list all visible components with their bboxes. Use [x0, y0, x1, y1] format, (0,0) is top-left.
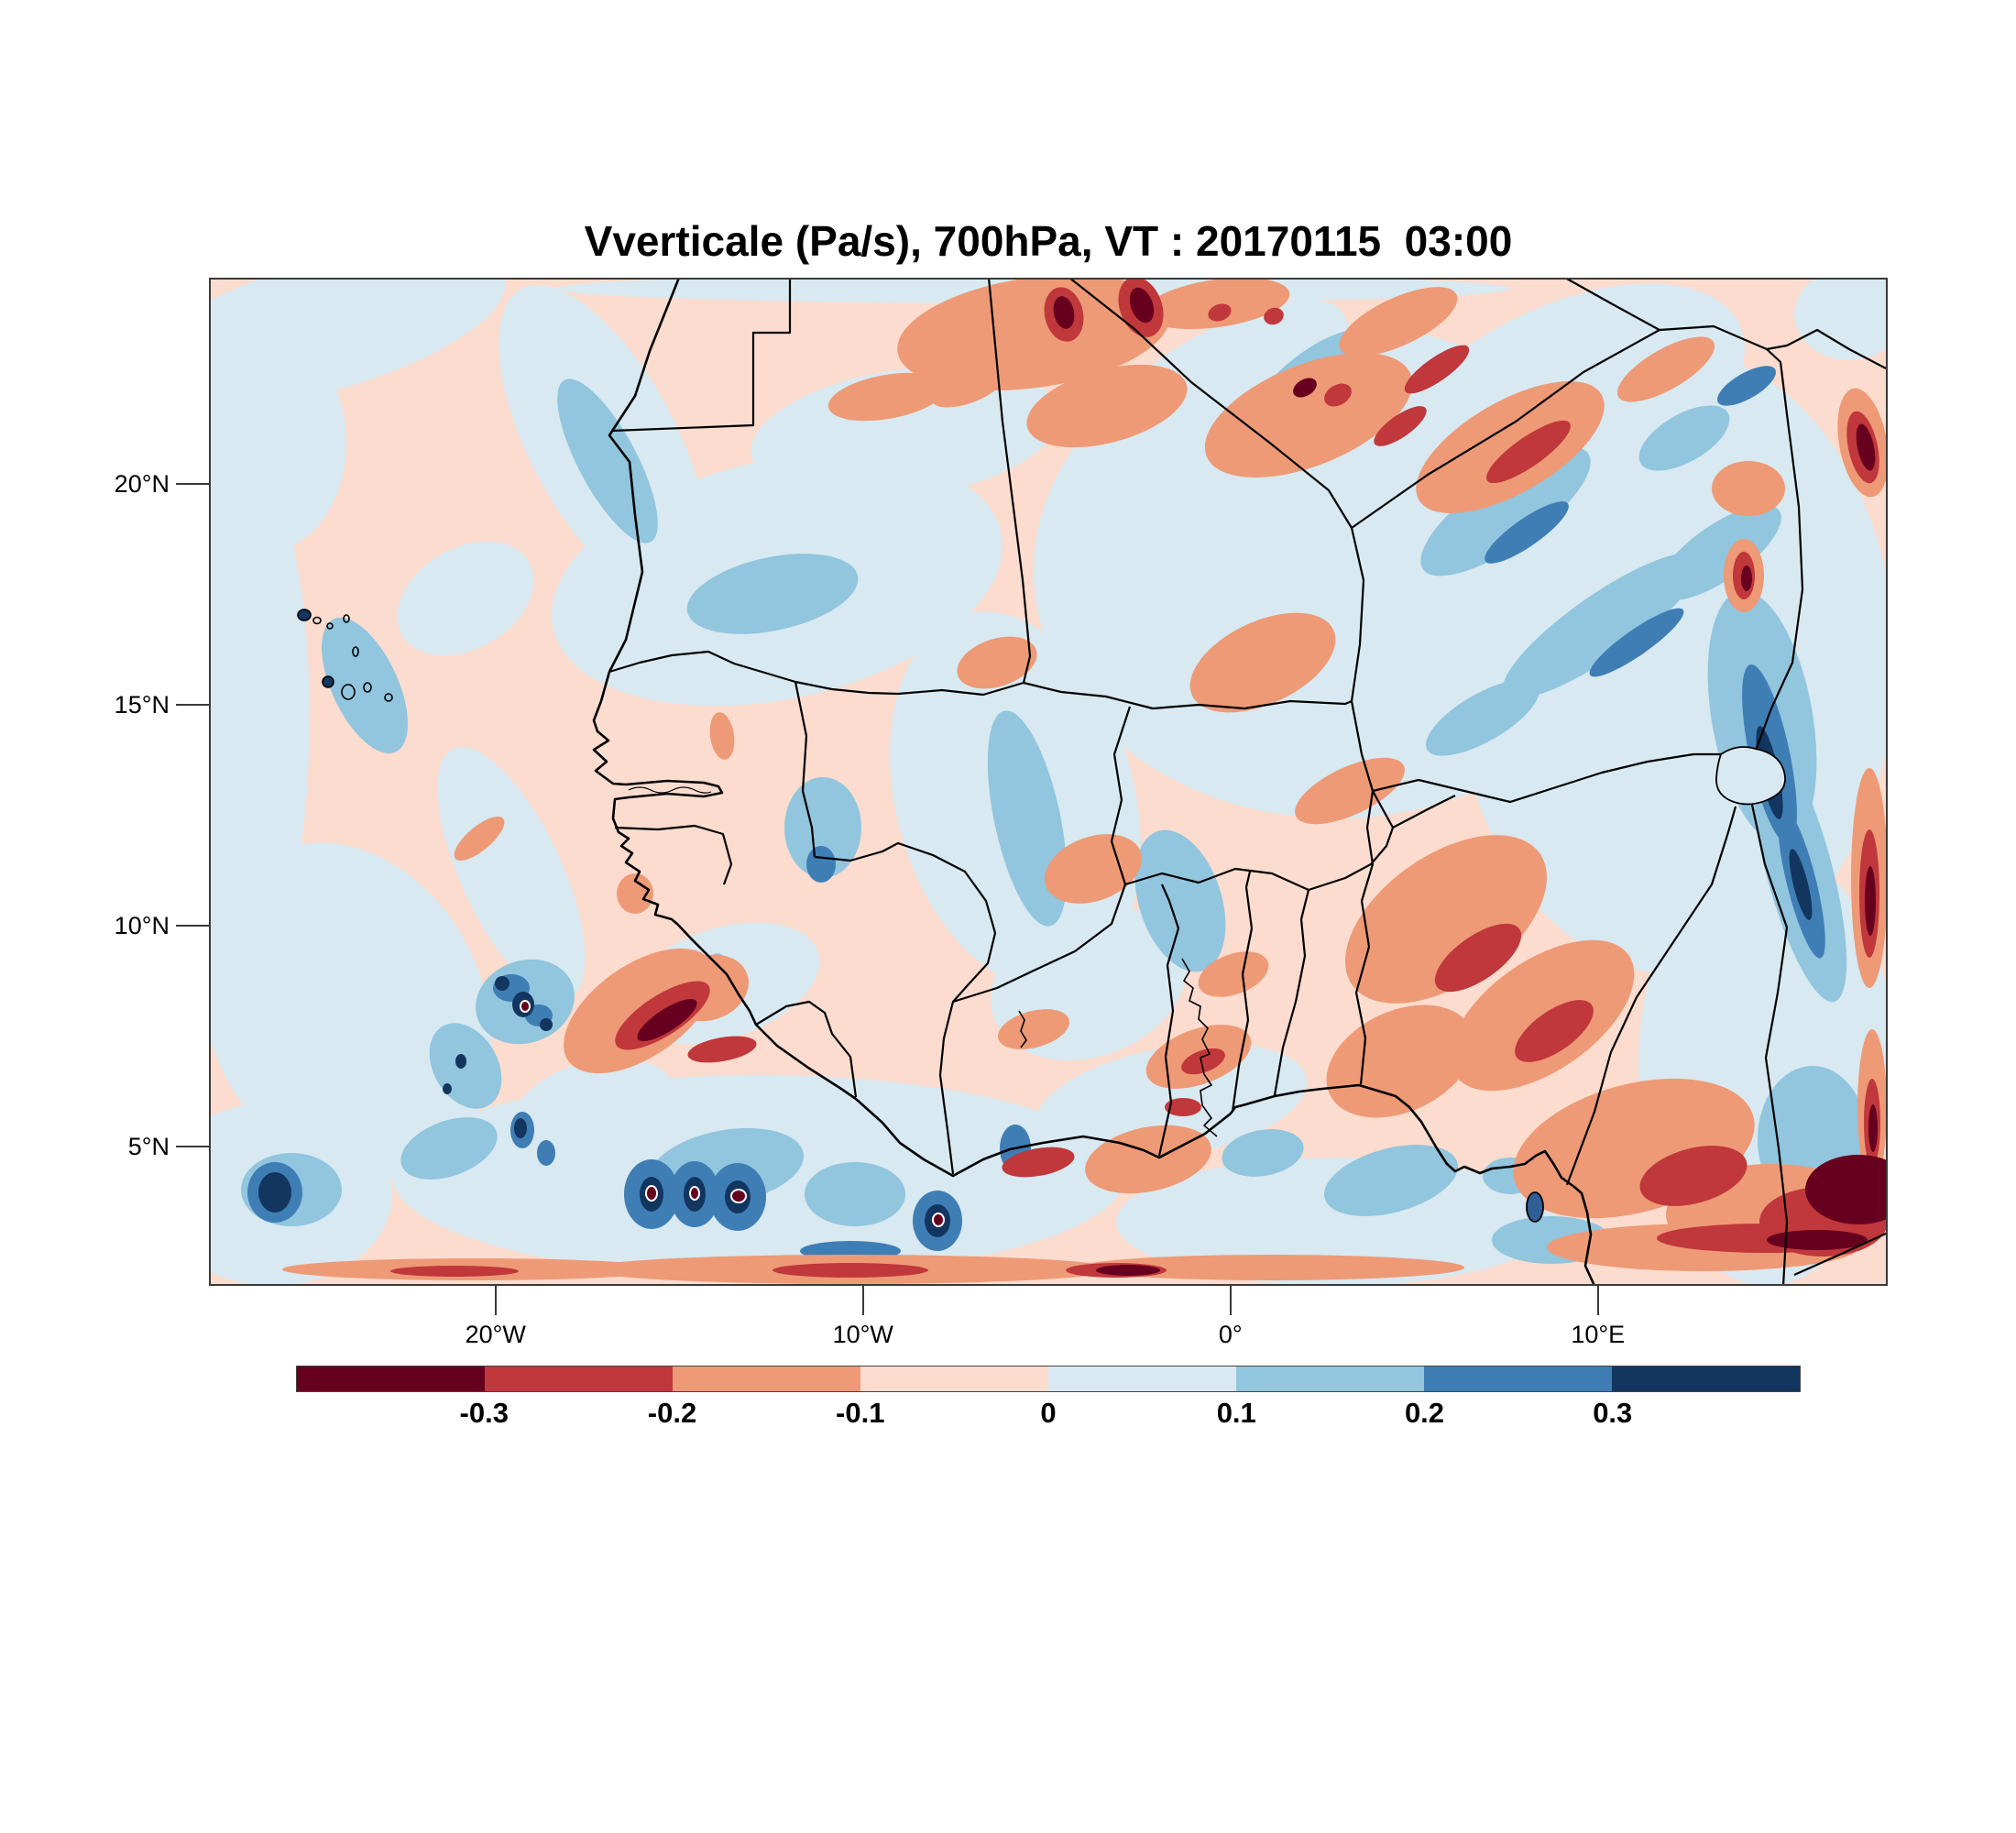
lat-tick-mark	[176, 704, 209, 706]
colorbar-segment	[673, 1367, 860, 1391]
colorbar-segment	[485, 1367, 673, 1391]
colorbar-tick-label: 0.1	[1216, 1397, 1256, 1429]
lon-tick-mark	[1229, 1286, 1232, 1315]
colorbar-tick-label: 0.2	[1404, 1397, 1445, 1429]
colorbar-segment	[1048, 1367, 1236, 1391]
cape-verde-islands	[297, 609, 393, 702]
lon-tick-label: 0°	[1218, 1321, 1243, 1348]
colorbar-segment	[1236, 1367, 1424, 1391]
map-frame	[209, 278, 1888, 1286]
lat-tick-label: 10°N	[114, 912, 170, 939]
lon-tick-label: 20°W	[465, 1321, 526, 1348]
bioko-island	[1526, 1191, 1544, 1223]
country-borders	[608, 278, 1888, 1286]
lat-tick-mark	[176, 1146, 209, 1147]
gambia-river	[628, 786, 712, 794]
colorbar-tick-label: -0.2	[647, 1397, 697, 1429]
lon-tick-label: 10°E	[1571, 1321, 1626, 1348]
lake-kossou	[1018, 1010, 1027, 1048]
colorbar-segment	[297, 1367, 485, 1391]
colorbar-segment	[1424, 1367, 1612, 1391]
lat-tick-label: 5°N	[127, 1133, 170, 1160]
colorbar	[296, 1366, 1801, 1392]
lat-tick-mark	[176, 925, 209, 927]
chart-title: Vverticale (Pa/s), 700hPa, VT : 20170115…	[584, 217, 1513, 265]
lat-tick-label: 20°N	[114, 470, 170, 498]
coastline	[592, 278, 1596, 1286]
lon-tick-mark	[1596, 1286, 1599, 1315]
colorbar-segment	[1612, 1367, 1800, 1391]
lon-tick-mark	[861, 1286, 864, 1315]
colorbar-segment	[860, 1367, 1048, 1391]
velocity-field	[209, 278, 1888, 1286]
lat-tick-label: 15°N	[114, 691, 170, 719]
colorbar-tick-label: 0	[1040, 1397, 1057, 1429]
colorbar-tick-label: 0.3	[1593, 1397, 1633, 1429]
lake-volta	[628, 786, 1218, 1137]
colorbar-tick-label: -0.3	[459, 1397, 509, 1429]
map-plot	[209, 278, 1888, 1286]
lat-tick-mark	[176, 483, 209, 485]
lon-tick-label: 10°W	[832, 1321, 893, 1348]
lon-tick-mark	[494, 1286, 497, 1315]
colorbar-tick-label: -0.1	[836, 1397, 885, 1429]
